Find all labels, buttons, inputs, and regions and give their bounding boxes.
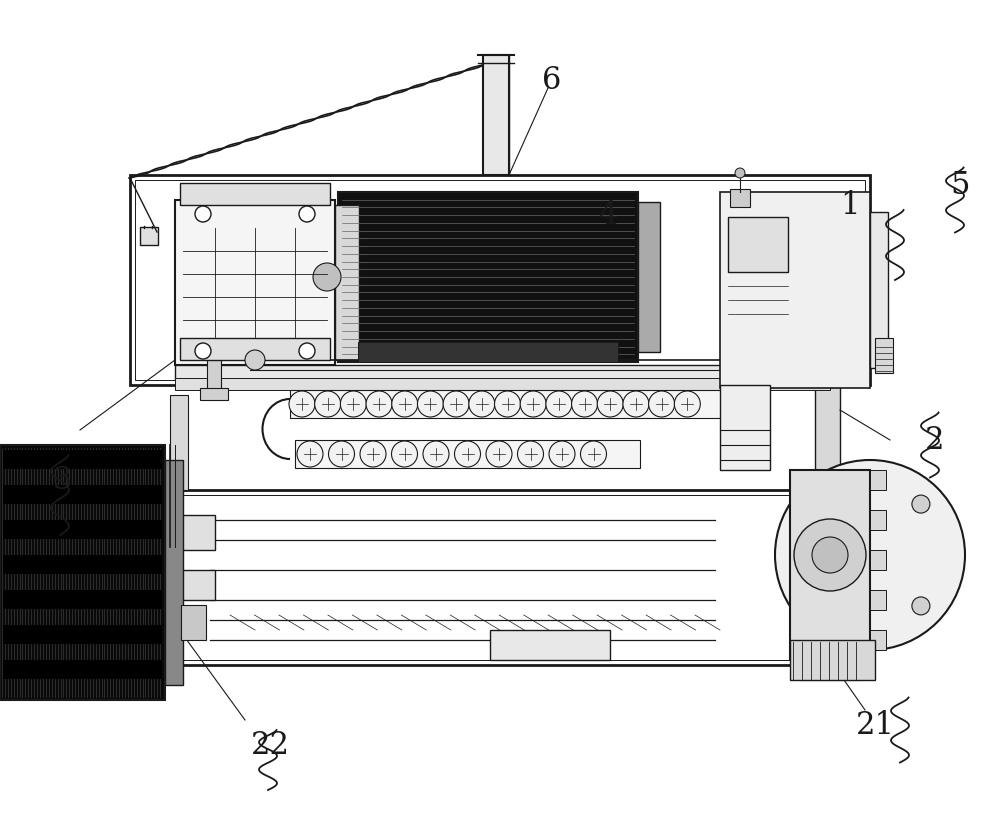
Circle shape: [810, 597, 828, 615]
Text: 3: 3: [52, 465, 72, 496]
Bar: [870, 590, 886, 610]
Bar: [290, 390, 725, 418]
Circle shape: [810, 495, 828, 513]
Circle shape: [735, 168, 745, 178]
Bar: [175, 200, 335, 365]
Bar: [140, 227, 158, 245]
Bar: [3, 625, 162, 644]
Bar: [790, 640, 875, 680]
Circle shape: [313, 263, 341, 291]
Circle shape: [443, 391, 469, 417]
Text: 1: 1: [840, 190, 860, 221]
Bar: [870, 212, 888, 368]
Bar: [335, 205, 359, 360]
Circle shape: [299, 206, 315, 222]
Bar: [170, 490, 815, 665]
Circle shape: [912, 597, 930, 615]
Circle shape: [912, 495, 930, 513]
Bar: [875, 338, 893, 373]
Bar: [638, 202, 660, 352]
Circle shape: [546, 391, 572, 417]
Circle shape: [794, 519, 866, 591]
Circle shape: [520, 391, 546, 417]
Circle shape: [360, 441, 386, 467]
Circle shape: [297, 441, 323, 467]
Bar: [3, 520, 162, 539]
Bar: [295, 440, 640, 468]
Bar: [490, 630, 610, 660]
Circle shape: [417, 391, 443, 417]
Bar: [207, 355, 221, 390]
Circle shape: [299, 343, 315, 359]
Bar: [175, 570, 215, 600]
Bar: [358, 342, 618, 362]
Circle shape: [775, 460, 965, 650]
Bar: [180, 183, 330, 205]
Bar: [730, 189, 750, 207]
Bar: [175, 515, 215, 550]
Bar: [790, 470, 870, 660]
Circle shape: [597, 391, 623, 417]
Circle shape: [572, 391, 598, 417]
Bar: [870, 630, 886, 650]
Circle shape: [423, 441, 449, 467]
Bar: [3, 485, 162, 504]
Text: 4: 4: [598, 200, 618, 231]
Bar: [3, 660, 162, 679]
Bar: [200, 388, 228, 400]
Circle shape: [195, 206, 211, 222]
Bar: [870, 550, 886, 570]
Bar: [316, 207, 338, 347]
Circle shape: [195, 343, 211, 359]
Bar: [483, 55, 509, 175]
Bar: [800, 650, 860, 680]
Bar: [338, 192, 638, 362]
Circle shape: [315, 391, 341, 417]
Circle shape: [454, 441, 480, 467]
Bar: [165, 460, 183, 685]
Text: 21: 21: [856, 709, 895, 741]
Circle shape: [366, 391, 392, 417]
Text: 22: 22: [250, 730, 290, 760]
Bar: [175, 365, 830, 380]
Bar: [870, 470, 886, 490]
Bar: [0, 445, 165, 700]
Circle shape: [494, 391, 520, 417]
Bar: [181, 605, 206, 640]
Bar: [175, 495, 810, 660]
Circle shape: [392, 441, 418, 467]
Bar: [3, 555, 162, 574]
Circle shape: [812, 537, 848, 573]
Bar: [3, 590, 162, 609]
Bar: [170, 395, 188, 490]
Circle shape: [469, 391, 495, 417]
Circle shape: [340, 391, 366, 417]
Circle shape: [649, 391, 675, 417]
Circle shape: [623, 391, 649, 417]
Bar: [175, 378, 830, 390]
Circle shape: [486, 441, 512, 467]
Circle shape: [580, 441, 606, 467]
Circle shape: [518, 441, 544, 467]
Bar: [720, 192, 870, 388]
Text: 6: 6: [542, 65, 562, 95]
Text: 5: 5: [950, 169, 970, 200]
Circle shape: [549, 441, 575, 467]
Bar: [180, 338, 330, 360]
Bar: [3, 450, 162, 470]
Circle shape: [245, 350, 265, 370]
Bar: [720, 385, 770, 470]
Circle shape: [392, 391, 418, 417]
Circle shape: [289, 391, 315, 417]
Circle shape: [299, 249, 355, 305]
Bar: [728, 217, 788, 272]
Bar: [130, 175, 870, 385]
Circle shape: [328, 441, 354, 467]
Bar: [870, 510, 886, 530]
Circle shape: [674, 391, 700, 417]
Bar: [135, 180, 865, 380]
Bar: [815, 385, 840, 490]
Text: 2: 2: [925, 424, 945, 456]
